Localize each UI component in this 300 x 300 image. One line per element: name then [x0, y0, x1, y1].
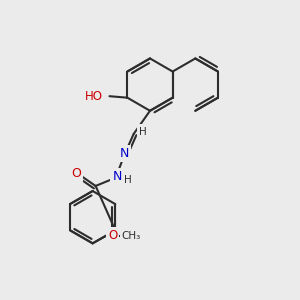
Text: N: N: [119, 147, 129, 161]
Text: CH₃: CH₃: [122, 231, 141, 241]
Text: O: O: [71, 167, 81, 180]
Text: HO: HO: [85, 90, 103, 103]
Text: N: N: [112, 170, 122, 183]
Text: H: H: [139, 127, 147, 136]
Text: H: H: [124, 175, 132, 185]
Text: O: O: [108, 230, 117, 242]
